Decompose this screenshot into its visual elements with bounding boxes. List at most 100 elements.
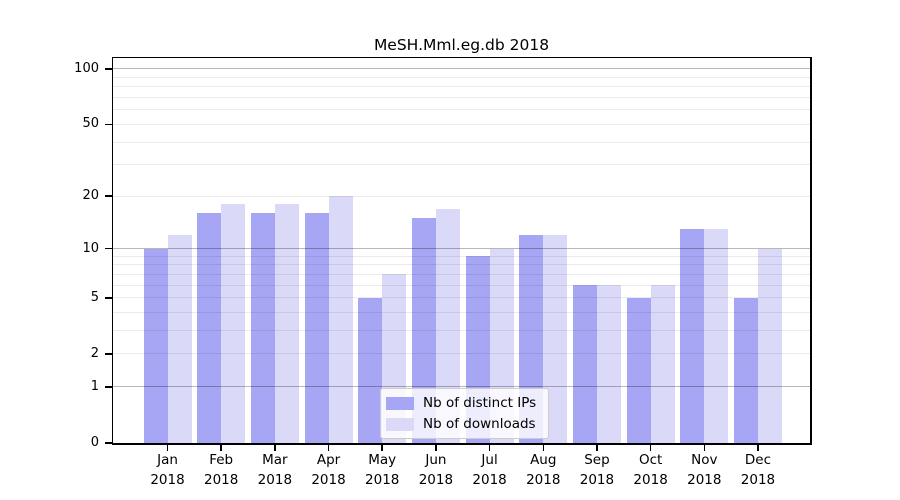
bar-distinct-ips bbox=[143, 248, 168, 443]
x-tick-year: 2018 bbox=[740, 471, 776, 488]
x-tick-label: Dec 2018 bbox=[730, 451, 786, 490]
y-tick-label: 50 bbox=[82, 116, 99, 132]
chart-title: MeSH.Mml.eg.db 2018 bbox=[373, 36, 550, 54]
y-tick-mark bbox=[104, 297, 112, 299]
x-tick-month: Jun bbox=[425, 452, 447, 468]
x-tick-mark bbox=[274, 444, 276, 451]
x-tick-month: Feb bbox=[209, 452, 234, 468]
y-tick-mark bbox=[104, 442, 112, 444]
x-tick-year: 2018 bbox=[526, 471, 561, 488]
bar-downloads bbox=[757, 248, 782, 443]
bar-distinct-ips bbox=[250, 213, 275, 443]
legend-label-downloads: Nb of downloads bbox=[423, 416, 536, 432]
bar-downloads bbox=[650, 285, 675, 443]
y-tick-mark bbox=[104, 195, 112, 197]
x-tick-label: Apr 2018 bbox=[301, 451, 357, 490]
x-tick-month: Sep bbox=[584, 452, 610, 468]
x-tick-mark bbox=[757, 444, 759, 451]
x-tick-year: 2018 bbox=[150, 471, 185, 488]
bar-distinct-ips bbox=[358, 297, 383, 443]
x-tick-year: 2018 bbox=[203, 471, 239, 488]
x-tick-month: Dec bbox=[744, 452, 772, 468]
bar-distinct-ips bbox=[733, 297, 758, 443]
x-tick-mark bbox=[166, 444, 169, 451]
plot-spine-top bbox=[111, 56, 812, 58]
legend-swatch-downloads bbox=[386, 417, 414, 431]
legend-row-distinct-ips: Nb of distinct IPs bbox=[386, 395, 536, 411]
x-tick-label: May 2018 bbox=[354, 451, 410, 490]
x-tick-mark bbox=[327, 444, 330, 451]
gridline-minor bbox=[113, 97, 810, 98]
y-tick-mark bbox=[104, 353, 112, 355]
legend-swatch-distinct-ips bbox=[386, 396, 414, 410]
gridline-minor bbox=[113, 86, 810, 88]
x-tick-label: Feb 2018 bbox=[193, 451, 249, 490]
bar-distinct-ips bbox=[197, 213, 222, 443]
gridline-minor bbox=[113, 76, 810, 78]
x-tick-mark bbox=[435, 444, 437, 451]
x-tick-month: Mar bbox=[262, 452, 288, 468]
y-tick-label: 2 bbox=[90, 345, 99, 361]
x-tick-label: Oct 2018 bbox=[623, 451, 679, 490]
x-tick-mark bbox=[596, 444, 598, 451]
y-tick-label: 20 bbox=[82, 188, 99, 204]
x-tick-mark bbox=[381, 444, 383, 451]
x-tick-mark bbox=[488, 444, 491, 451]
x-tick-year: 2018 bbox=[633, 471, 668, 488]
x-tick-year: 2018 bbox=[418, 471, 454, 488]
bar-downloads bbox=[274, 204, 299, 443]
y-tick-mark bbox=[104, 386, 112, 388]
gridline-minor bbox=[113, 164, 810, 166]
bar-distinct-ips bbox=[572, 285, 597, 443]
x-tick-month: Jul bbox=[481, 452, 498, 468]
bar-downloads bbox=[596, 285, 621, 443]
x-tick-label: Aug 2018 bbox=[515, 451, 571, 490]
legend-label-distinct-ips: Nb of distinct IPs bbox=[423, 395, 537, 411]
x-tick-mark bbox=[220, 444, 222, 451]
x-tick-year: 2018 bbox=[311, 471, 346, 488]
x-tick-month: Jan bbox=[157, 452, 178, 468]
y-tick-mark bbox=[104, 123, 112, 126]
gridline-minor bbox=[113, 109, 810, 111]
gridline-minor bbox=[113, 123, 810, 125]
plot-spine-right bbox=[810, 56, 812, 445]
plot-spine-bottom bbox=[111, 443, 812, 445]
x-tick-month: Nov bbox=[691, 452, 718, 468]
bar-downloads bbox=[221, 204, 246, 443]
x-tick-year: 2018 bbox=[687, 471, 722, 488]
x-tick-mark bbox=[703, 444, 706, 451]
x-tick-month: Aug bbox=[530, 452, 557, 468]
x-tick-mark bbox=[649, 444, 652, 451]
plot-spine-left bbox=[111, 56, 113, 445]
y-tick-label: 0 bbox=[90, 435, 99, 450]
bar-distinct-ips bbox=[680, 229, 705, 443]
x-tick-label: Nov 2018 bbox=[676, 451, 732, 490]
x-tick-year: 2018 bbox=[579, 471, 615, 488]
x-tick-mark bbox=[542, 444, 544, 451]
y-tick-label: 100 bbox=[74, 60, 99, 76]
gridline-minor bbox=[113, 195, 810, 197]
x-tick-label: Jan 2018 bbox=[140, 451, 196, 490]
gridline-minor bbox=[113, 141, 810, 143]
x-tick-label: Jun 2018 bbox=[408, 451, 464, 490]
x-tick-month: Apr bbox=[316, 452, 341, 468]
y-tick-label: 5 bbox=[90, 289, 99, 305]
y-tick-mark bbox=[104, 247, 112, 250]
bar-downloads bbox=[704, 229, 729, 443]
x-tick-label: Mar 2018 bbox=[247, 451, 303, 490]
x-tick-year: 2018 bbox=[365, 471, 400, 488]
bar-distinct-ips bbox=[626, 297, 651, 443]
gridline-major bbox=[113, 68, 810, 70]
bar-distinct-ips bbox=[304, 213, 329, 443]
x-tick-label: Sep 2018 bbox=[569, 451, 625, 490]
x-tick-year: 2018 bbox=[257, 471, 293, 488]
legend-row-downloads: Nb of downloads bbox=[386, 416, 536, 432]
x-tick-label: Jul 2018 bbox=[462, 451, 518, 490]
y-tick-mark bbox=[104, 68, 112, 70]
bar-downloads bbox=[328, 196, 353, 443]
x-tick-month: May bbox=[368, 452, 397, 468]
legend: Nb of distinct IPs Nb of downloads bbox=[380, 388, 550, 439]
x-tick-month: Oct bbox=[638, 452, 663, 468]
x-tick-year: 2018 bbox=[472, 471, 507, 488]
